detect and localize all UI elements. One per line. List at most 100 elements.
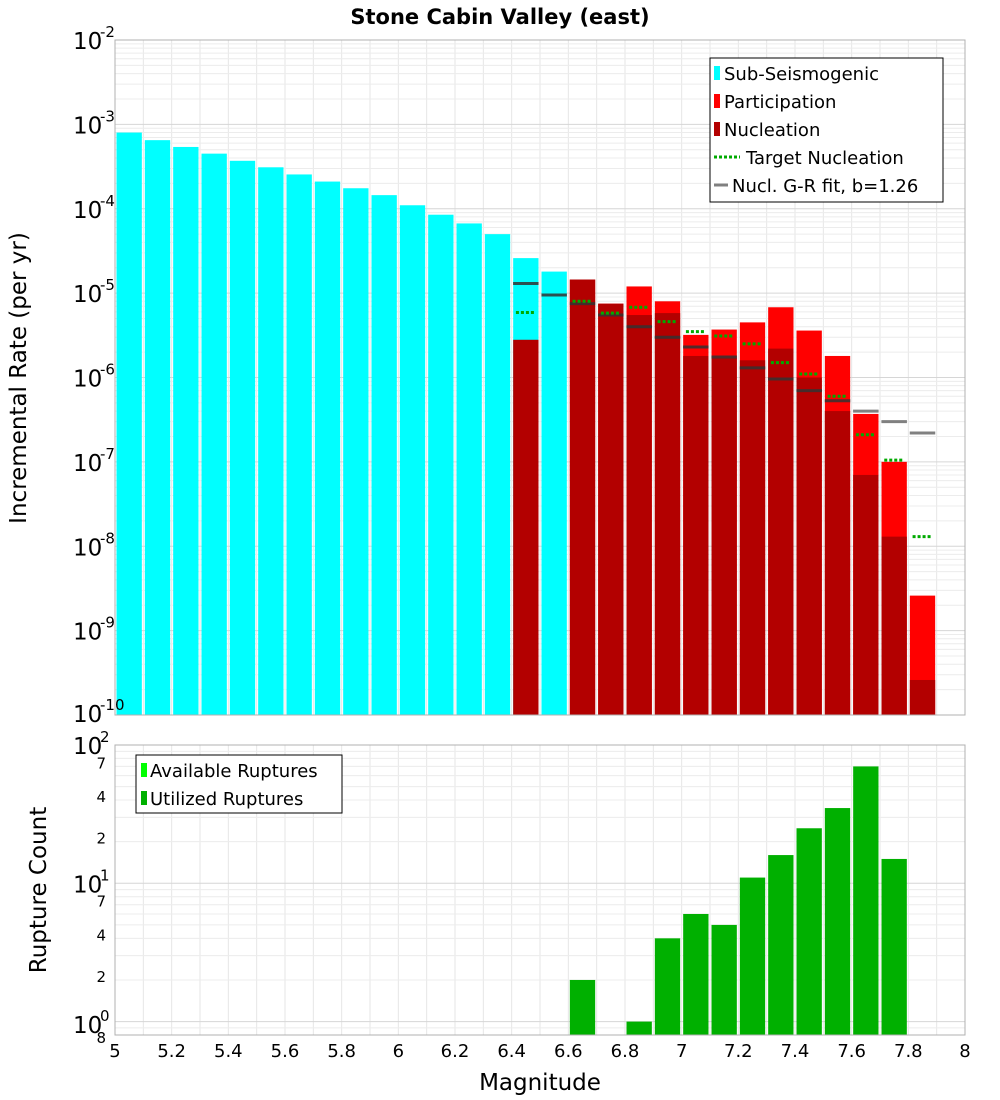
chart-title: Stone Cabin Valley (east) [350, 5, 649, 29]
y-tick-label: 10 [73, 734, 102, 760]
x-tick-label: 5.8 [327, 1041, 356, 1062]
bar-nucleation [881, 536, 907, 715]
y-tick-exponent: -9 [100, 614, 115, 632]
x-tick-labels: 5 5.2 5.4 5.6 5.8 6 6.2 6.4 6.6 6.8 7 7.2 7.4 7.6 7.8 8 [109, 1041, 970, 1062]
bar-utilized-ruptures [796, 828, 822, 1035]
bar-sub-seismogenic [371, 195, 397, 715]
bar-nucleation [598, 303, 624, 715]
y-tick-label: 10 [73, 1013, 102, 1039]
legend-label-target-nucleation: Target Nucleation [745, 148, 904, 169]
y-tick-exponent: 0 [100, 1007, 110, 1025]
x-tick-label: 6.6 [554, 1041, 583, 1062]
bar-sub-seismogenic [399, 205, 426, 715]
bar-sub-seismogenic [428, 214, 454, 716]
y-tick-exponent: 2 [100, 728, 110, 746]
top-legend: Sub-Seismogenic Participation Nucleation… [709, 57, 944, 203]
bar-sub-seismogenic [286, 174, 312, 715]
bar-nucleation [626, 315, 652, 715]
y-minor-tick-label: 7 [96, 754, 106, 772]
y-minor-tick-label: 4 [96, 788, 106, 806]
bar-sub-seismogenic [314, 181, 341, 715]
y-tick-exponent: -5 [100, 276, 115, 294]
top-y-axis-label: Incremental Rate (per yr) [6, 232, 32, 524]
y-tick-exponent: -2 [100, 23, 115, 41]
bar-sub-seismogenic [173, 146, 199, 715]
bar-utilized-ruptures [739, 877, 766, 1035]
bar-utilized-ruptures [683, 913, 709, 1035]
y-tick-label: 10 [73, 872, 102, 898]
top-y-tick-labels: 10-210-310-410-510-610-710-810-910-10 [73, 23, 125, 728]
bar-utilized-ruptures [768, 855, 794, 1035]
bottom-plot-frame [114, 744, 966, 1036]
top-plot-bars [116, 132, 936, 716]
y-tick-label: 10 [73, 451, 102, 477]
bar-nucleation [513, 339, 539, 715]
y-tick-label: 10 [73, 702, 102, 728]
bar-nucleation [909, 679, 936, 715]
x-tick-label: 7.8 [894, 1041, 923, 1062]
y-tick-label: 10 [73, 29, 102, 55]
legend-label-nucleation: Nucleation [724, 120, 820, 141]
y-tick-label: 10 [73, 113, 102, 139]
bar-nucleation [569, 279, 596, 715]
bar-utilized-ruptures [824, 808, 851, 1035]
bar-sub-seismogenic [258, 167, 284, 715]
legend-label-sub-seismogenic: Sub-Seismogenic [724, 64, 879, 85]
bar-nucleation [768, 348, 794, 715]
bar-nucleation [654, 313, 681, 715]
y-tick-exponent: -6 [100, 361, 115, 379]
y-tick-exponent: -7 [100, 445, 115, 463]
y-minor-tick-label: 2 [96, 968, 106, 986]
y-tick-label: 10 [73, 620, 102, 646]
legend-label-participation: Participation [724, 92, 836, 113]
legend-swatch-available-ruptures [141, 763, 147, 777]
x-tick-label: 7.2 [724, 1041, 753, 1062]
bottom-y-axis-label: Rupture Count [26, 807, 52, 973]
y-minor-tick-label: 4 [96, 926, 106, 944]
legend-label-gr-fit: Nucl. G-R fit, b=1.26 [732, 176, 918, 197]
x-tick-label: 5 [109, 1041, 120, 1062]
x-tick-label: 7.4 [781, 1041, 810, 1062]
bar-utilized-ruptures [626, 1021, 652, 1035]
x-tick-label: 5.4 [214, 1041, 243, 1062]
x-tick-label: 6.2 [441, 1041, 470, 1062]
legend-swatch-nucleation [714, 122, 720, 136]
bar-nucleation [683, 355, 709, 715]
x-tick-label: 6 [393, 1041, 404, 1062]
bar-sub-seismogenic [229, 160, 256, 715]
x-tick-label: 6.4 [497, 1041, 526, 1062]
y-minor-tick-label: 8 [96, 1029, 106, 1047]
bar-utilized-ruptures [711, 924, 737, 1035]
top-plot-frame [114, 39, 966, 716]
y-minor-tick-label: 2 [96, 830, 106, 848]
bottom-legend: Available Ruptures Utilized Ruptures [135, 754, 343, 814]
bar-nucleation [739, 360, 766, 715]
y-tick-exponent: -3 [100, 107, 115, 125]
bar-utilized-ruptures [853, 766, 879, 1035]
y-tick-exponent: -10 [100, 696, 125, 714]
bar-nucleation [824, 411, 851, 715]
bar-nucleation [853, 474, 879, 715]
top-plot-lines [513, 282, 936, 539]
x-tick-label: 7 [676, 1041, 687, 1062]
legend-swatch-utilized-ruptures [141, 791, 147, 805]
bar-sub-seismogenic [343, 188, 369, 716]
x-tick-label: 8 [959, 1041, 970, 1062]
y-tick-exponent: -4 [100, 192, 115, 210]
x-axis-label: Magnitude [479, 1070, 601, 1096]
bar-sub-seismogenic [116, 132, 142, 716]
bar-sub-seismogenic [201, 153, 227, 715]
bar-sub-seismogenic [456, 223, 482, 716]
x-tick-label: 5.6 [271, 1041, 300, 1062]
bar-nucleation [796, 377, 822, 715]
bar-sub-seismogenic [144, 140, 171, 716]
y-tick-label: 10 [73, 198, 102, 224]
bar-utilized-ruptures [881, 858, 907, 1035]
x-tick-label: 5.2 [157, 1041, 186, 1062]
x-tick-label: 7.6 [837, 1041, 866, 1062]
legend-swatch-participation [714, 94, 720, 108]
y-tick-exponent: 1 [100, 866, 110, 884]
bottom-plot-bars [569, 766, 907, 1035]
